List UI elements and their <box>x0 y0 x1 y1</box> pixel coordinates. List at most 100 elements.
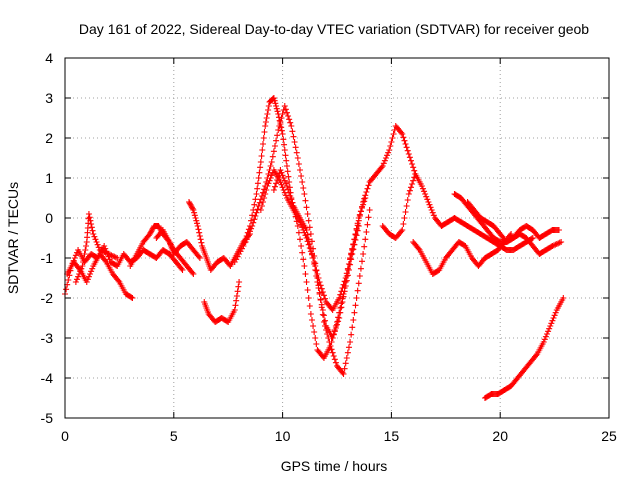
data-point <box>314 279 321 285</box>
data-point <box>355 215 362 221</box>
data-point <box>277 167 284 173</box>
series-track-15 <box>464 199 562 245</box>
data-point <box>198 239 205 246</box>
data-point <box>282 152 289 159</box>
data-point <box>400 134 407 141</box>
data-point <box>273 137 280 144</box>
data-point <box>359 205 366 211</box>
data-point <box>411 167 418 174</box>
data-point <box>315 285 322 291</box>
data-point <box>279 184 286 191</box>
data-point <box>316 291 323 297</box>
y-tick-label: 2 <box>45 130 53 146</box>
data-point <box>278 115 285 121</box>
data-point <box>401 215 408 221</box>
data-point <box>79 263 86 269</box>
data-point <box>404 147 411 154</box>
y-tick-label: 0 <box>45 210 53 226</box>
data-point <box>549 317 556 324</box>
series-track-04 <box>127 223 197 277</box>
data-point <box>264 111 271 117</box>
data-point <box>410 164 417 171</box>
data-point <box>87 217 94 224</box>
data-point <box>90 231 97 237</box>
data-point <box>196 233 203 239</box>
data-point <box>344 349 351 356</box>
y-tick-label: -4 <box>41 370 54 386</box>
data-point <box>318 301 325 308</box>
data-point <box>81 251 88 257</box>
data-point <box>425 199 432 205</box>
data-point <box>529 235 536 241</box>
x-tick-label: 15 <box>384 428 400 444</box>
data-point <box>233 293 240 299</box>
data-point <box>283 183 290 189</box>
data-point <box>379 163 386 169</box>
data-point <box>297 236 304 243</box>
data-point <box>73 276 80 283</box>
data-point <box>302 271 309 277</box>
data-point <box>352 231 359 237</box>
data-point <box>189 205 196 212</box>
data-point <box>196 229 203 236</box>
data-point <box>307 245 314 252</box>
data-point <box>303 279 310 285</box>
data-point <box>261 195 268 201</box>
data-point <box>129 295 136 301</box>
data-point <box>388 139 395 145</box>
data-point <box>115 277 122 284</box>
data-point <box>300 256 307 263</box>
data-point <box>282 192 289 199</box>
data-point <box>327 343 334 349</box>
data-point <box>352 302 359 309</box>
data-point <box>262 119 269 125</box>
y-tick-label: -5 <box>41 410 54 426</box>
data-point <box>334 321 340 328</box>
data-point <box>252 196 259 203</box>
data-point <box>355 280 362 287</box>
data-point <box>382 155 389 161</box>
data-point <box>194 223 201 229</box>
data-point <box>422 191 429 197</box>
data-point <box>348 331 355 338</box>
data-point <box>250 207 257 213</box>
data-point <box>353 232 360 239</box>
data-point <box>419 185 426 192</box>
data-point <box>301 263 308 269</box>
data-point <box>63 286 70 293</box>
data-point <box>254 206 261 213</box>
data-point <box>232 302 239 309</box>
data-point <box>233 297 240 304</box>
data-point <box>193 217 200 224</box>
data-point <box>551 312 558 319</box>
data-point <box>262 191 269 197</box>
data-point <box>543 331 550 337</box>
data-point <box>406 154 413 161</box>
data-point <box>344 265 351 272</box>
data-point <box>252 213 259 219</box>
data-point <box>336 295 343 301</box>
data-point <box>409 181 416 187</box>
data-point <box>250 219 257 226</box>
data-point <box>95 244 102 251</box>
x-axis-label: GPS time / hours <box>281 458 388 474</box>
series-track-13 <box>410 231 515 277</box>
data-point <box>299 179 306 185</box>
data-point <box>421 188 428 195</box>
data-point <box>364 221 371 228</box>
data-point <box>194 220 201 227</box>
data-point <box>253 191 260 197</box>
data-point <box>258 153 265 159</box>
data-point <box>270 148 277 155</box>
data-point <box>312 267 319 273</box>
data-point <box>273 105 280 112</box>
data-point <box>361 198 368 205</box>
data-point <box>260 135 267 141</box>
data-point <box>278 181 285 188</box>
data-point <box>248 225 255 232</box>
data-point <box>305 241 312 248</box>
data-point <box>85 211 92 217</box>
data-point <box>195 253 202 260</box>
data-point <box>428 207 435 213</box>
data-point <box>307 231 314 237</box>
